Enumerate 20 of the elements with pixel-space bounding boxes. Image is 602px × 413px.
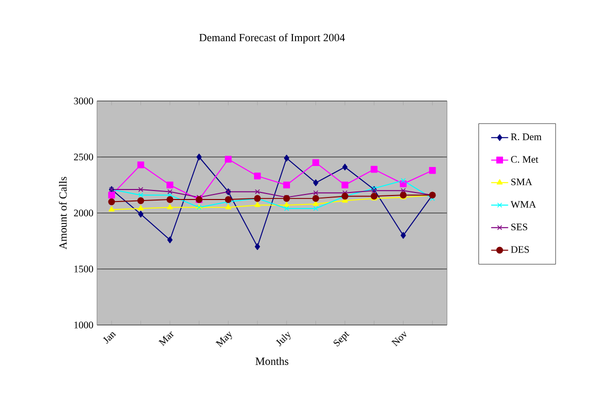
x-axis-title: Months <box>256 357 288 365</box>
legend-label: DES <box>510 246 529 253</box>
y-tick-label: 2500 <box>74 154 94 160</box>
chart-title: Demand Forecast of Import 2004 <box>199 33 345 44</box>
x-tick-label: Sept <box>334 332 350 347</box>
y-tick-label: 1500 <box>74 266 94 272</box>
x-tick-label: Jan <box>102 332 116 344</box>
y-tick-label: 1000 <box>74 322 94 328</box>
legend-label: WMA <box>510 201 536 208</box>
y-axis-title: Amount of Calls <box>58 176 67 250</box>
x-tick-label: Mar <box>158 331 174 346</box>
y-tick-label: 2000 <box>74 210 94 216</box>
y-tick-label: 3000 <box>74 98 94 104</box>
x-tick-label: July <box>276 332 291 346</box>
x-tick-label: May <box>216 331 232 348</box>
x-tick-label: Nov <box>391 331 406 347</box>
legend-label: R. Dem <box>510 134 542 140</box>
legend-label: SES <box>511 224 528 230</box>
legend-label: SMA <box>511 178 532 186</box>
legend-label: C. Met <box>511 156 538 163</box>
